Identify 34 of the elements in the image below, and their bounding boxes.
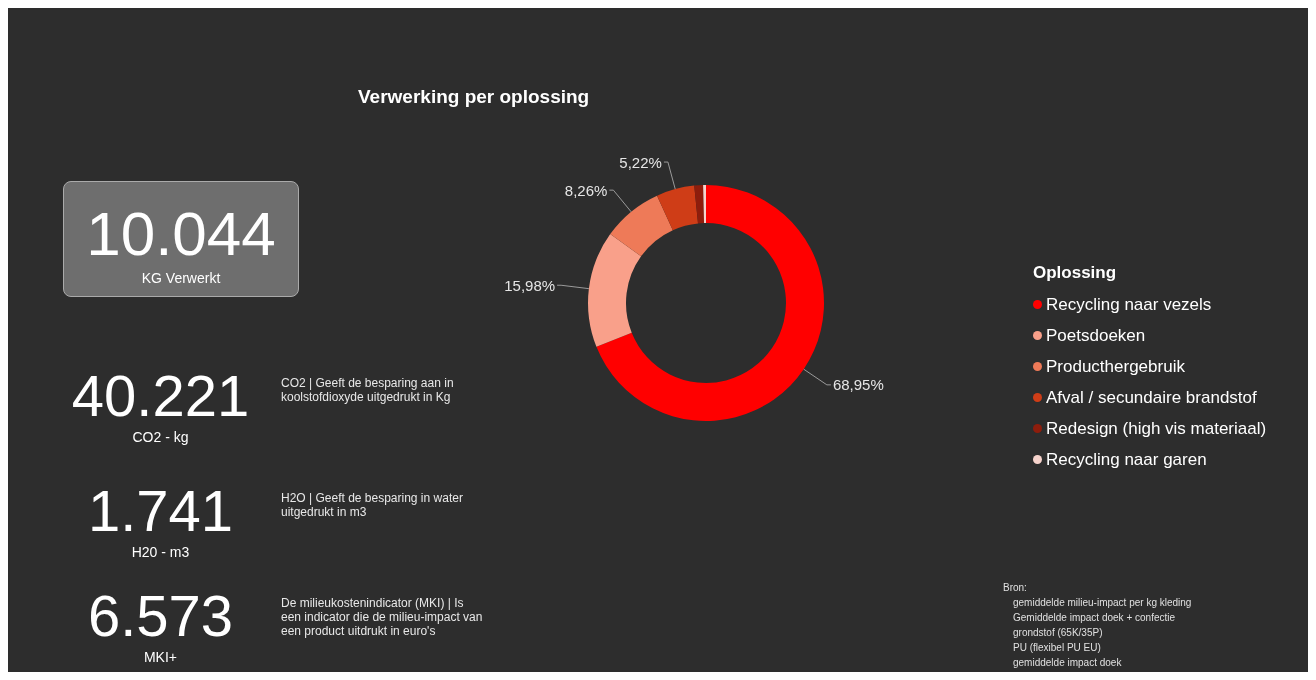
legend-label: Producthergebruik [1046, 356, 1185, 377]
donut-slice [610, 195, 673, 257]
chart-title: Verwerking per oplossing [358, 86, 590, 108]
donut-slice [588, 234, 642, 347]
text: CO2 | Geeft de besparing aan in koolstofdioxyde uitgedrukt in Kg [281, 376, 455, 404]
text: KG Verwerkt [140, 270, 222, 286]
legend-label: Afval / secundaire brandstof [1046, 387, 1257, 408]
text: MKI+ [142, 649, 179, 665]
donut-slice [703, 185, 706, 224]
text: Gemiddelde impact doek + confectie [1012, 611, 1177, 625]
text: 1.741 [86, 478, 235, 544]
data-label: 68,95% [832, 376, 884, 394]
legend-label: Recycling naar garen [1046, 449, 1207, 470]
text: H2O | Geeft de besparing in water uitgedrukt in m3 [281, 491, 464, 519]
data-label: 8,26% [564, 181, 608, 199]
text: Bron: [1003, 581, 1028, 595]
text: 6.573 [86, 583, 235, 649]
text: CO2 - kg [131, 429, 190, 445]
legend-label: Recycling naar vezels [1046, 294, 1212, 315]
text: gemiddelde impact doek [1012, 656, 1123, 670]
donut-slice [657, 185, 699, 231]
data-label: 15,98% [504, 276, 556, 294]
text: PU (flexibel PU EU) [1012, 641, 1102, 655]
text: 40.221 [70, 363, 251, 429]
text: gemiddelde milieu-impact per kg kleding [1012, 596, 1192, 610]
text: H20 - m3 [130, 544, 191, 560]
donut-slice [694, 185, 705, 224]
legend-label: Poetsdoeken [1046, 325, 1146, 346]
legend-title: Oplossing [1033, 263, 1118, 283]
text: grondstof (65K/35P) [1012, 626, 1104, 640]
text: De milieukostenindicator (MKI) | Is een indicator die de milieu-impact van een product uitdrukt in euro's [281, 596, 484, 638]
legend-label: Redesign (high vis materiaal) [1046, 418, 1267, 439]
text: 10.044 [85, 198, 277, 270]
data-label: 5,22% [619, 153, 662, 171]
